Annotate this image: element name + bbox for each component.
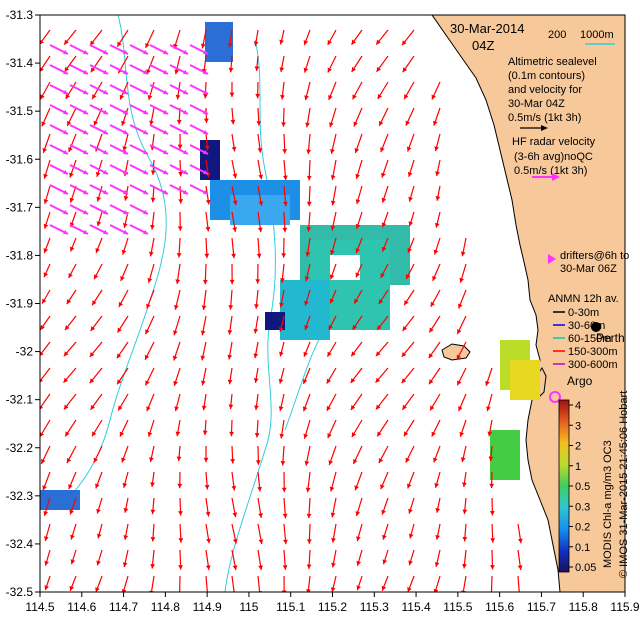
colorbar-tick-label: 4: [575, 400, 581, 412]
colorbar-tick-label: 0.2: [575, 522, 590, 534]
altimetric-line-3: and velocity for: [508, 84, 582, 96]
hf-radar-line-3: 0.5m/s (1kt 3h): [514, 165, 587, 177]
colorbar-tick-label: 1: [575, 461, 581, 473]
x-tick-label: 114.5: [25, 600, 54, 614]
colorbar-tick-label: 0.3: [575, 501, 590, 513]
drifters-line-2: 30-Mar 06Z: [560, 263, 617, 275]
x-tick-label: 115.4: [402, 600, 431, 614]
x-tick-label: 114.9: [193, 600, 222, 614]
perth-label: Perth: [596, 331, 625, 345]
altimetry-vector-head: [461, 590, 466, 595]
altimetry-vector-head: [149, 591, 154, 596]
anmn-legend-label: 150-300m: [568, 346, 618, 358]
x-tick-label: 115.1: [276, 600, 305, 614]
hf-radar-legend: HF radar velocity (3-6h avg)noQC 0.5m/s …: [512, 136, 596, 181]
x-tick-label: 115.7: [527, 600, 556, 614]
hf-radar-line-1: HF radar velocity: [512, 136, 596, 148]
hf-radar-line-2: (3-6h avg)noQC: [514, 151, 593, 163]
map-time: 04Z: [472, 38, 494, 53]
y-tick-label: -31.8: [6, 248, 34, 262]
x-tick-label: 115.2: [318, 600, 347, 614]
colorbar-gradient: [559, 400, 569, 572]
credit-text: © IMOS 31-Mar-2015 21:45:06 Hobart: [618, 391, 630, 578]
y-tick-label: -31.5: [6, 104, 34, 118]
x-tick-label: 114.7: [109, 600, 138, 614]
y-tick-label: -32.2: [6, 441, 34, 455]
y-tick-label: -31.9: [6, 297, 34, 311]
altimetric-line-2: (0.1m contours): [508, 70, 585, 82]
altimetry-vector: [491, 576, 492, 596]
y-axis: -31.3 -31.4 -31.5 -31.6 -31.7 -31.8 -31.9 -32 -3…: [6, 8, 40, 599]
bathy-label-200: 200: [548, 29, 566, 41]
y-tick-label: -32.1: [6, 393, 34, 407]
altimetric-line-4: 30-Mar 04Z: [508, 98, 565, 110]
x-tick-label: 115.5: [443, 600, 472, 614]
map-date: 30-Mar-2014: [450, 21, 524, 36]
colorbar-tick-label: 0.1: [575, 542, 590, 554]
x-tick-label: 115.3: [360, 600, 389, 614]
x-tick-label: 115: [239, 600, 258, 614]
drifters-line-1: drifters@6h to: [560, 250, 629, 262]
x-tick-label: 114.6: [67, 600, 96, 614]
y-tick-label: -31.3: [6, 8, 34, 22]
argo-label: Argo: [567, 374, 593, 388]
x-tick-label: 115.9: [610, 600, 639, 614]
y-tick-label: -32: [16, 345, 34, 359]
y-tick-label: -32.3: [6, 489, 34, 503]
y-tick-label: -32.5: [6, 585, 34, 599]
bathy-label-1000: 1000m: [580, 29, 614, 41]
anmn-legend-label: 300-600m: [568, 359, 618, 371]
altimetric-line-5: 0.5m/s (1kt 3h): [508, 112, 581, 124]
y-tick-label: -32.4: [6, 537, 34, 551]
anmn-title: ANMN 12h av.: [548, 293, 619, 305]
colorbar-tick-label: 0.5: [575, 481, 590, 493]
colorbar-tick-label: 3: [575, 420, 581, 432]
anmn-legend-label: 0-30m: [568, 307, 599, 319]
altimetric-line-1: Altimetric sealevel: [508, 56, 597, 68]
colorbar-label: MODIS Chl-a mg/m3 OC3: [602, 440, 614, 568]
x-tick-label: 115.8: [569, 600, 598, 614]
colorbar-tick-label: 2: [575, 441, 581, 453]
x-tick-label: 114.8: [151, 600, 180, 614]
y-tick-label: -31.6: [6, 152, 34, 166]
x-axis: 114.5 114.6 114.7 114.8 114.9 115 115.1 115.2 11…: [25, 592, 639, 614]
y-tick-label: -31.7: [6, 200, 34, 214]
altimetry-vector-head: [282, 591, 287, 595]
colorbar-tick-label: 0.05: [575, 562, 596, 574]
x-tick-label: 115.6: [485, 600, 514, 614]
y-tick-label: -31.4: [6, 56, 34, 70]
